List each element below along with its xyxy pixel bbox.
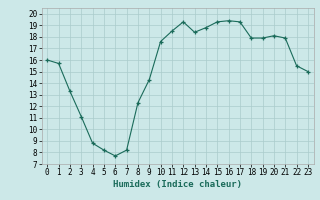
X-axis label: Humidex (Indice chaleur): Humidex (Indice chaleur) <box>113 180 242 189</box>
